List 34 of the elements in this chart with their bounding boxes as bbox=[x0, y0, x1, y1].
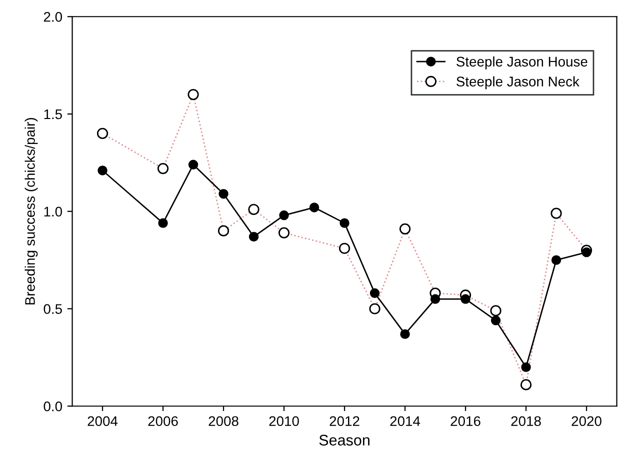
x-axis-title: Season bbox=[319, 434, 370, 446]
x-tick-label: 2010 bbox=[269, 416, 299, 426]
point bbox=[218, 188, 228, 199]
point bbox=[521, 362, 531, 372]
x-tick-label: 2020 bbox=[572, 416, 602, 426]
point bbox=[430, 294, 440, 304]
x-tick-label: 2016 bbox=[450, 416, 480, 426]
y-tick-label: 1.5 bbox=[44, 109, 62, 120]
y-axis-title: Breeding success (chicks/pair) bbox=[24, 118, 38, 304]
point bbox=[370, 288, 380, 298]
point bbox=[309, 202, 320, 212]
x-tick-label: 2012 bbox=[330, 416, 360, 426]
y-tick-label: 2.0 bbox=[44, 12, 62, 22]
legend-label: Steeple Jason House bbox=[456, 56, 588, 70]
point bbox=[248, 232, 259, 242]
point bbox=[98, 166, 108, 176]
point bbox=[551, 255, 562, 265]
point bbox=[340, 218, 350, 228]
legend-label: Steeple Jason Neck bbox=[456, 76, 580, 90]
point bbox=[400, 329, 410, 339]
point bbox=[460, 294, 470, 304]
point bbox=[582, 247, 592, 258]
point bbox=[188, 160, 198, 170]
x-tick-label: 2014 bbox=[390, 416, 420, 426]
point bbox=[158, 218, 168, 228]
x-tick-label: 2004 bbox=[88, 416, 118, 426]
y-tick-label: 0.5 bbox=[44, 304, 62, 314]
x-tick-label: 2006 bbox=[148, 416, 178, 426]
point bbox=[490, 316, 501, 326]
y-tick-label: 1.0 bbox=[44, 206, 62, 217]
y-tick-label: 0.0 bbox=[44, 401, 62, 412]
x-tick-label: 2008 bbox=[208, 416, 238, 426]
point bbox=[279, 210, 289, 220]
x-tick-label: 2018 bbox=[511, 416, 541, 426]
